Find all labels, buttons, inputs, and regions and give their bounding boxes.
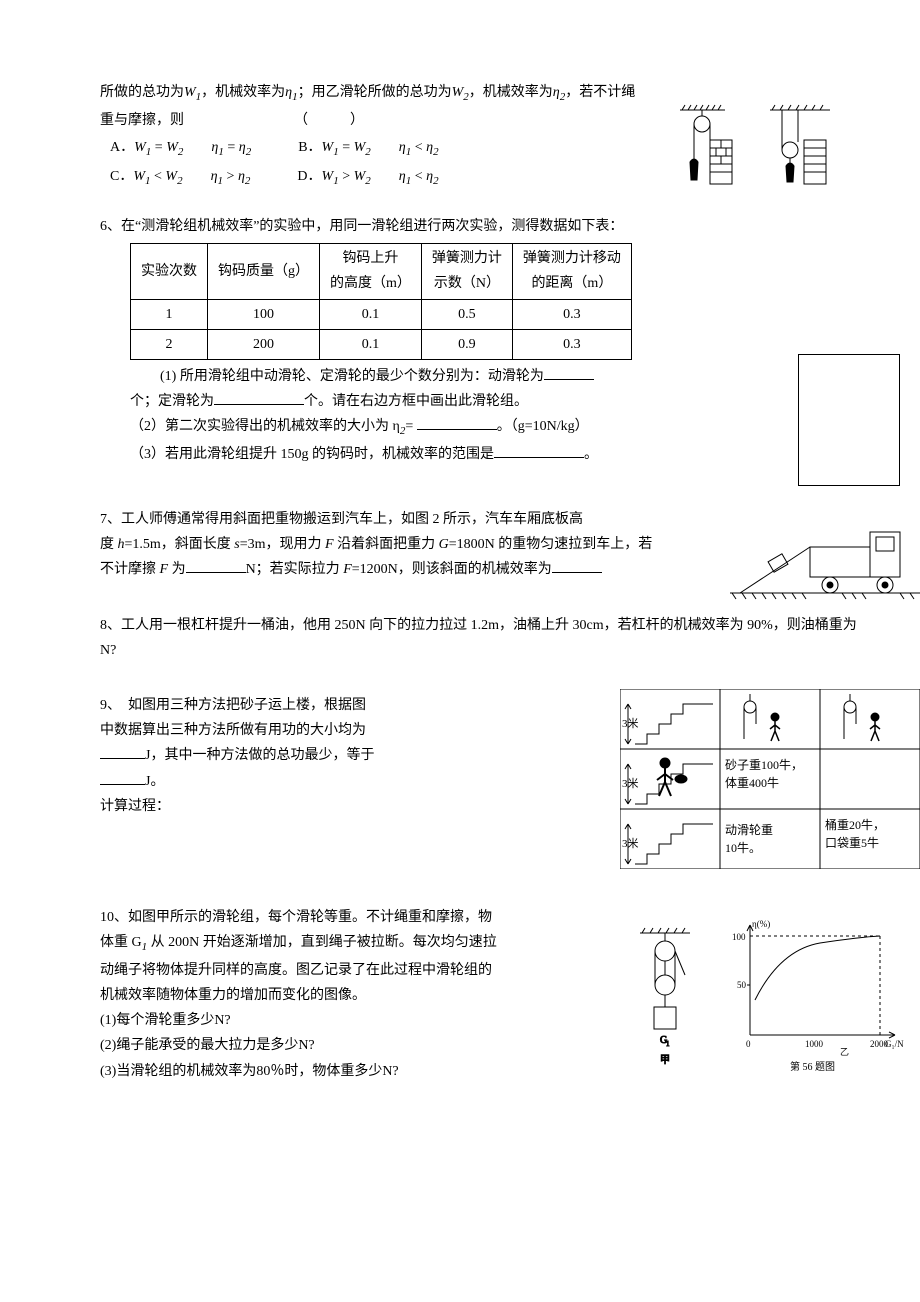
question-8: 8、工人用一根杠杆提升一桶油，他用 250N 向下的拉力拉过 1.2m，油桶上升… bbox=[100, 613, 860, 663]
svg-text:G₁/N: G₁/N bbox=[885, 1039, 904, 1049]
question-10: 10、如图甲所示的滑轮组，每个滑轮等重。不计绳重和摩擦，物 体重 G1 从 20… bbox=[100, 905, 860, 1085]
svg-text:10牛。: 10牛。 bbox=[725, 840, 761, 855]
q9-methods-diagram: 3米 3米 3米 砂子重100牛， 体重400牛 动滑轮重 10牛。 桶重20牛… bbox=[620, 689, 920, 869]
svg-text:3米: 3米 bbox=[622, 777, 639, 790]
q6-table: 实验次数钩码质量（g）钩码上升的高度（m）弹簧测力计示数（N）弹簧测力计移动的距… bbox=[130, 243, 632, 360]
svg-text:3米: 3米 bbox=[622, 717, 639, 730]
q6-sub1: (1) 所用滑轮组中动滑轮、定滑轮的最少个数分别为：动滑轮为 个；定滑轮为个。请… bbox=[160, 364, 860, 414]
svg-text:0: 0 bbox=[746, 1039, 751, 1049]
q10-efficiency-graph: η(%) 100 50 0 1000 2000 G₁/N 乙 第 56 题图 bbox=[720, 915, 910, 1075]
q6-sub3: （3）若用此滑轮组提升 150g 的钩码时，机械效率的范围是。 bbox=[130, 442, 860, 467]
q6-draw-box bbox=[798, 354, 900, 486]
question-9: 9、 如图用三种方法把砂子运上楼，根据图 中数据算出三种方法所做有用功的大小均为… bbox=[100, 693, 860, 883]
q6-sub2: （2）第二次实验得出的机械效率的大小为 η2= 。（g=10N/kg） bbox=[130, 414, 860, 442]
svg-text:桶重20牛，: 桶重20牛， bbox=[825, 817, 885, 832]
svg-text:3米: 3米 bbox=[622, 837, 639, 850]
svg-text:第 56 题图: 第 56 题图 bbox=[790, 1060, 835, 1073]
q7-truck-diagram bbox=[730, 527, 920, 607]
question-6: 6、在“测滑轮组机械效率”的实验中，用同一滑轮组进行两次实验，测得数据如下表： … bbox=[100, 214, 860, 467]
svg-text:100: 100 bbox=[732, 932, 746, 942]
svg-text:1: 1 bbox=[666, 1040, 670, 1048]
svg-text:甲: 甲 bbox=[660, 1055, 670, 1066]
svg-text:50: 50 bbox=[737, 980, 747, 990]
svg-text:乙: 乙 bbox=[840, 1047, 849, 1057]
q5-pulley-diagram bbox=[670, 102, 850, 192]
question-7: 7、工人师傅通常得用斜面把重物搬运到汽车上，如图 2 所示，汽车车厢底板高 度 … bbox=[100, 507, 860, 583]
svg-text:体重400牛: 体重400牛 bbox=[725, 775, 779, 790]
svg-text:动滑轮重: 动滑轮重 bbox=[725, 823, 773, 837]
question-5: 所做的总功为W1，机械效率为η1；用乙滑轮所做的总功为W2，机械效率为η2，若不… bbox=[100, 80, 860, 192]
svg-text:1000: 1000 bbox=[805, 1039, 824, 1049]
svg-text:砂子重100牛，: 砂子重100牛， bbox=[725, 757, 803, 772]
q10-pulley-diagram: G1 甲 bbox=[630, 925, 700, 1075]
svg-text:口袋重5牛: 口袋重5牛 bbox=[825, 835, 879, 850]
q6-title: 6、在“测滑轮组机械效率”的实验中，用同一滑轮组进行两次实验，测得数据如下表： bbox=[100, 214, 860, 239]
svg-text:η(%): η(%) bbox=[752, 919, 770, 929]
